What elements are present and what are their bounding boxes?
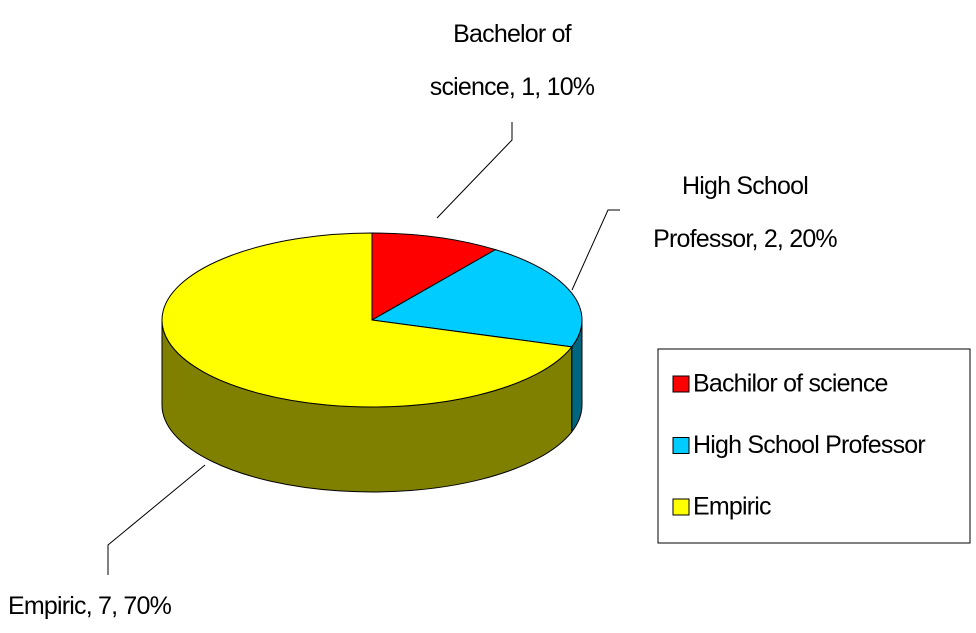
legend-box xyxy=(657,348,971,544)
legend-swatch xyxy=(672,375,690,393)
data-label: High School Professor, 2, 20% xyxy=(653,172,838,253)
pie xyxy=(161,232,583,493)
legend-label: High School Professor xyxy=(693,431,925,459)
slice xyxy=(370,249,583,348)
legend: Bachilor of science High School Professor… xyxy=(672,370,926,521)
leader-line xyxy=(436,122,513,219)
data-label: Bachelor of science, 1, 10% xyxy=(429,20,595,101)
legend-label: Bachilor of science xyxy=(693,370,888,398)
leader-line xyxy=(107,464,206,575)
data-label: Empiric, 7, 70% xyxy=(8,592,172,620)
legend-swatch xyxy=(672,437,690,454)
slice xyxy=(371,232,497,321)
leader-line xyxy=(571,209,620,291)
legend-label: Empiric xyxy=(693,493,771,521)
slice xyxy=(161,232,573,408)
legend-swatch xyxy=(672,498,690,516)
